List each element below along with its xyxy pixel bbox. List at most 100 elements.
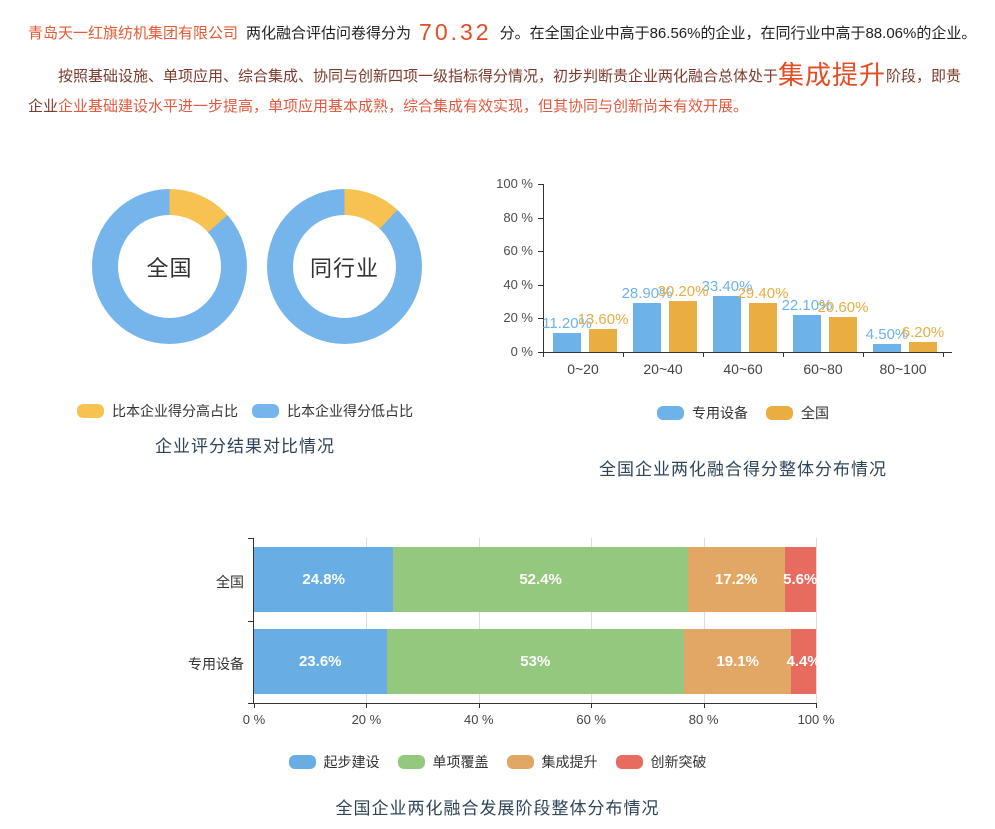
- stage-legend: 起步建设 单项覆盖 集成提升 创新突破: [0, 752, 995, 772]
- donut-hole: 全国: [118, 215, 221, 318]
- score-suffix: 分。在全国企业中高于86.56%的企业，在同行业中高于88.06%的企业。: [499, 25, 977, 42]
- x-axis-tick: [478, 703, 480, 708]
- y-axis-tick: [538, 184, 543, 185]
- segment-单项覆盖[interactable]: 52.4%: [393, 547, 688, 612]
- stage-highlight: 集成提升: [778, 60, 887, 90]
- y-axis-label: 80 %: [503, 209, 533, 225]
- segment-单项覆盖[interactable]: 53%: [386, 629, 685, 694]
- x-axis-tick: [816, 703, 817, 708]
- segment-value-label: 52.4%: [519, 571, 562, 588]
- y-axis-tick: [538, 217, 543, 219]
- category-label: 80~100: [879, 361, 927, 377]
- segment-value-label: 4.4%: [786, 653, 821, 670]
- legend-item-单项覆盖[interactable]: 单项覆盖: [397, 752, 489, 772]
- x-axis-label: 60 %: [576, 712, 606, 727]
- legend-label: 比本企业得分低占比: [287, 403, 413, 419]
- bar-chart-plot-area: 11.20% 28.90% 33.40% 22.10% 4.50% 13.60% 30.20…: [542, 184, 952, 353]
- segment-创新突破[interactable]: 5.6%: [783, 547, 817, 612]
- donut-label-national: 全国: [146, 255, 193, 281]
- legend-label: 专用设备: [692, 405, 748, 421]
- legend-item-比本企业得分低占比[interactable]: 比本企业得分低占比: [252, 401, 413, 421]
- segment-集成提升[interactable]: 19.1%: [684, 629, 792, 694]
- segment-value-label: 23.6%: [298, 653, 342, 670]
- legend-label: 全国: [801, 405, 829, 421]
- legend-swatch: [252, 404, 279, 418]
- x-axis-tick: [783, 352, 784, 357]
- y-axis-tick: [538, 352, 543, 353]
- bar-专用设备-20~40[interactable]: [633, 303, 661, 352]
- x-axis-tick: [366, 703, 368, 708]
- x-axis-label: 20 %: [351, 712, 382, 727]
- chart-title-stage-distribution: 全国企业两化融合发展阶段整体分布情况: [335, 799, 660, 818]
- bar-全国-60~80[interactable]: [829, 317, 857, 352]
- donut-chart-national[interactable]: 全国: [92, 189, 247, 344]
- segment-value-label: 19.1%: [716, 653, 759, 670]
- score-distribution-bar-chart: 0 % 20 % 40 % 60 % 80 % 100 % 11.20% 28.90% 33.…: [495, 175, 991, 495]
- bar-全国-40~60[interactable]: [749, 302, 777, 352]
- stacked-bar-全国: 24.8% 52.4% 17.2% 5.6%: [254, 547, 817, 612]
- bar-全国-20~40[interactable]: [669, 301, 697, 352]
- x-axis-tick: [943, 352, 944, 357]
- segment-集成提升[interactable]: 17.2%: [687, 547, 785, 612]
- bar-chart-legend: 专用设备 全国: [495, 403, 991, 423]
- stacked-bar-专用设备: 23.6% 53% 19.1% 4.4%: [254, 629, 821, 694]
- segment-起步建设[interactable]: 24.8%: [254, 547, 394, 612]
- legend-item-全国[interactable]: 全国: [766, 403, 829, 423]
- bar-全国-0~20[interactable]: [589, 329, 617, 352]
- donut-label-industry: 同行业: [309, 255, 379, 281]
- y-axis-label: 60 %: [503, 243, 533, 259]
- assessment-text-2: 阶段，即贵企业: [28, 68, 962, 115]
- y-axis-tick: [248, 538, 254, 539]
- legend-label: 集成提升: [541, 754, 598, 770]
- category-label: 20~40: [643, 361, 683, 377]
- bar-value-label: 33.40%: [701, 277, 753, 295]
- legend-swatch: [766, 406, 793, 420]
- y-axis-label: 100 %: [496, 176, 533, 191]
- donut-chart-industry[interactable]: 同行业: [267, 189, 422, 344]
- y-axis-label: 0 %: [510, 344, 533, 359]
- legend-item-专用设备[interactable]: 专用设备: [657, 403, 748, 423]
- bar-value-label: 30.20%: [657, 283, 709, 301]
- stage-distribution-stacked-chart: 全国 专用设备 24.8% 52.4% 17.2% 5.6% 23.6% 53% 19.1%…: [0, 530, 995, 829]
- bar-value-label: 13.60%: [577, 311, 629, 329]
- company-name: 青岛天一红旗纺机集团有限公司: [28, 25, 239, 42]
- segment-创新突破[interactable]: 4.4%: [787, 629, 821, 694]
- bar-chart-y-axis: 0 % 20 % 40 % 60 % 80 % 100 %: [495, 176, 543, 359]
- legend-label: 单项覆盖: [432, 754, 489, 770]
- x-axis-label: 0 %: [242, 712, 266, 727]
- row-label-national: 全国: [216, 574, 244, 590]
- legend-item-创新突破[interactable]: 创新突破: [615, 752, 707, 772]
- x-axis-tick: [623, 352, 624, 357]
- bar-专用设备-60~80[interactable]: [793, 314, 821, 352]
- y-axis-label: 40 %: [503, 276, 533, 292]
- bar-专用设备-40~60[interactable]: [713, 295, 741, 352]
- category-label: 60~80: [803, 361, 843, 377]
- segment-value-label: 24.8%: [302, 571, 345, 588]
- legend-item-比本企业得分高占比[interactable]: 比本企业得分高占比: [77, 401, 238, 421]
- bar-全国-80~100[interactable]: [909, 341, 937, 352]
- x-axis-tick: [254, 703, 255, 708]
- segment-起步建设[interactable]: 23.6%: [254, 629, 387, 694]
- score-comparison-legend: 比本企业得分高占比 比本企业得分低占比: [77, 401, 413, 421]
- gridline: [591, 538, 593, 703]
- chart-title-score-comparison: 企业评分结果对比情况: [155, 437, 335, 456]
- score-prefix: 两化融合评估问卷得分为: [246, 25, 412, 42]
- legend-swatch: [615, 755, 643, 769]
- legend-item-起步建设[interactable]: 起步建设: [288, 752, 380, 772]
- legend-swatch: [77, 404, 104, 418]
- row-label-special-equipment: 专用设备: [188, 656, 244, 672]
- category-label: 40~60: [723, 361, 763, 377]
- bar-专用设备-80~100[interactable]: [873, 344, 901, 352]
- x-axis-tick: [703, 352, 704, 357]
- bar-专用设备-0~20[interactable]: [553, 333, 581, 352]
- bar-value-label: 22.10%: [781, 296, 833, 314]
- assessment-paragraph: 按照基础设施、单项应用、综合集成、协同与创新四项一级指标得分情况，初步判断贵企业…: [28, 60, 970, 122]
- legend-swatch: [288, 755, 316, 769]
- bar-value-label: 4.50%: [865, 326, 909, 344]
- legend-item-集成提升[interactable]: 集成提升: [506, 752, 598, 772]
- bar-value-label: 11.20%: [542, 315, 592, 333]
- legend-swatch: [506, 755, 534, 769]
- segment-value-label: 53%: [520, 653, 551, 670]
- x-axis-label: 100 %: [797, 712, 835, 727]
- y-axis-tick: [538, 284, 543, 286]
